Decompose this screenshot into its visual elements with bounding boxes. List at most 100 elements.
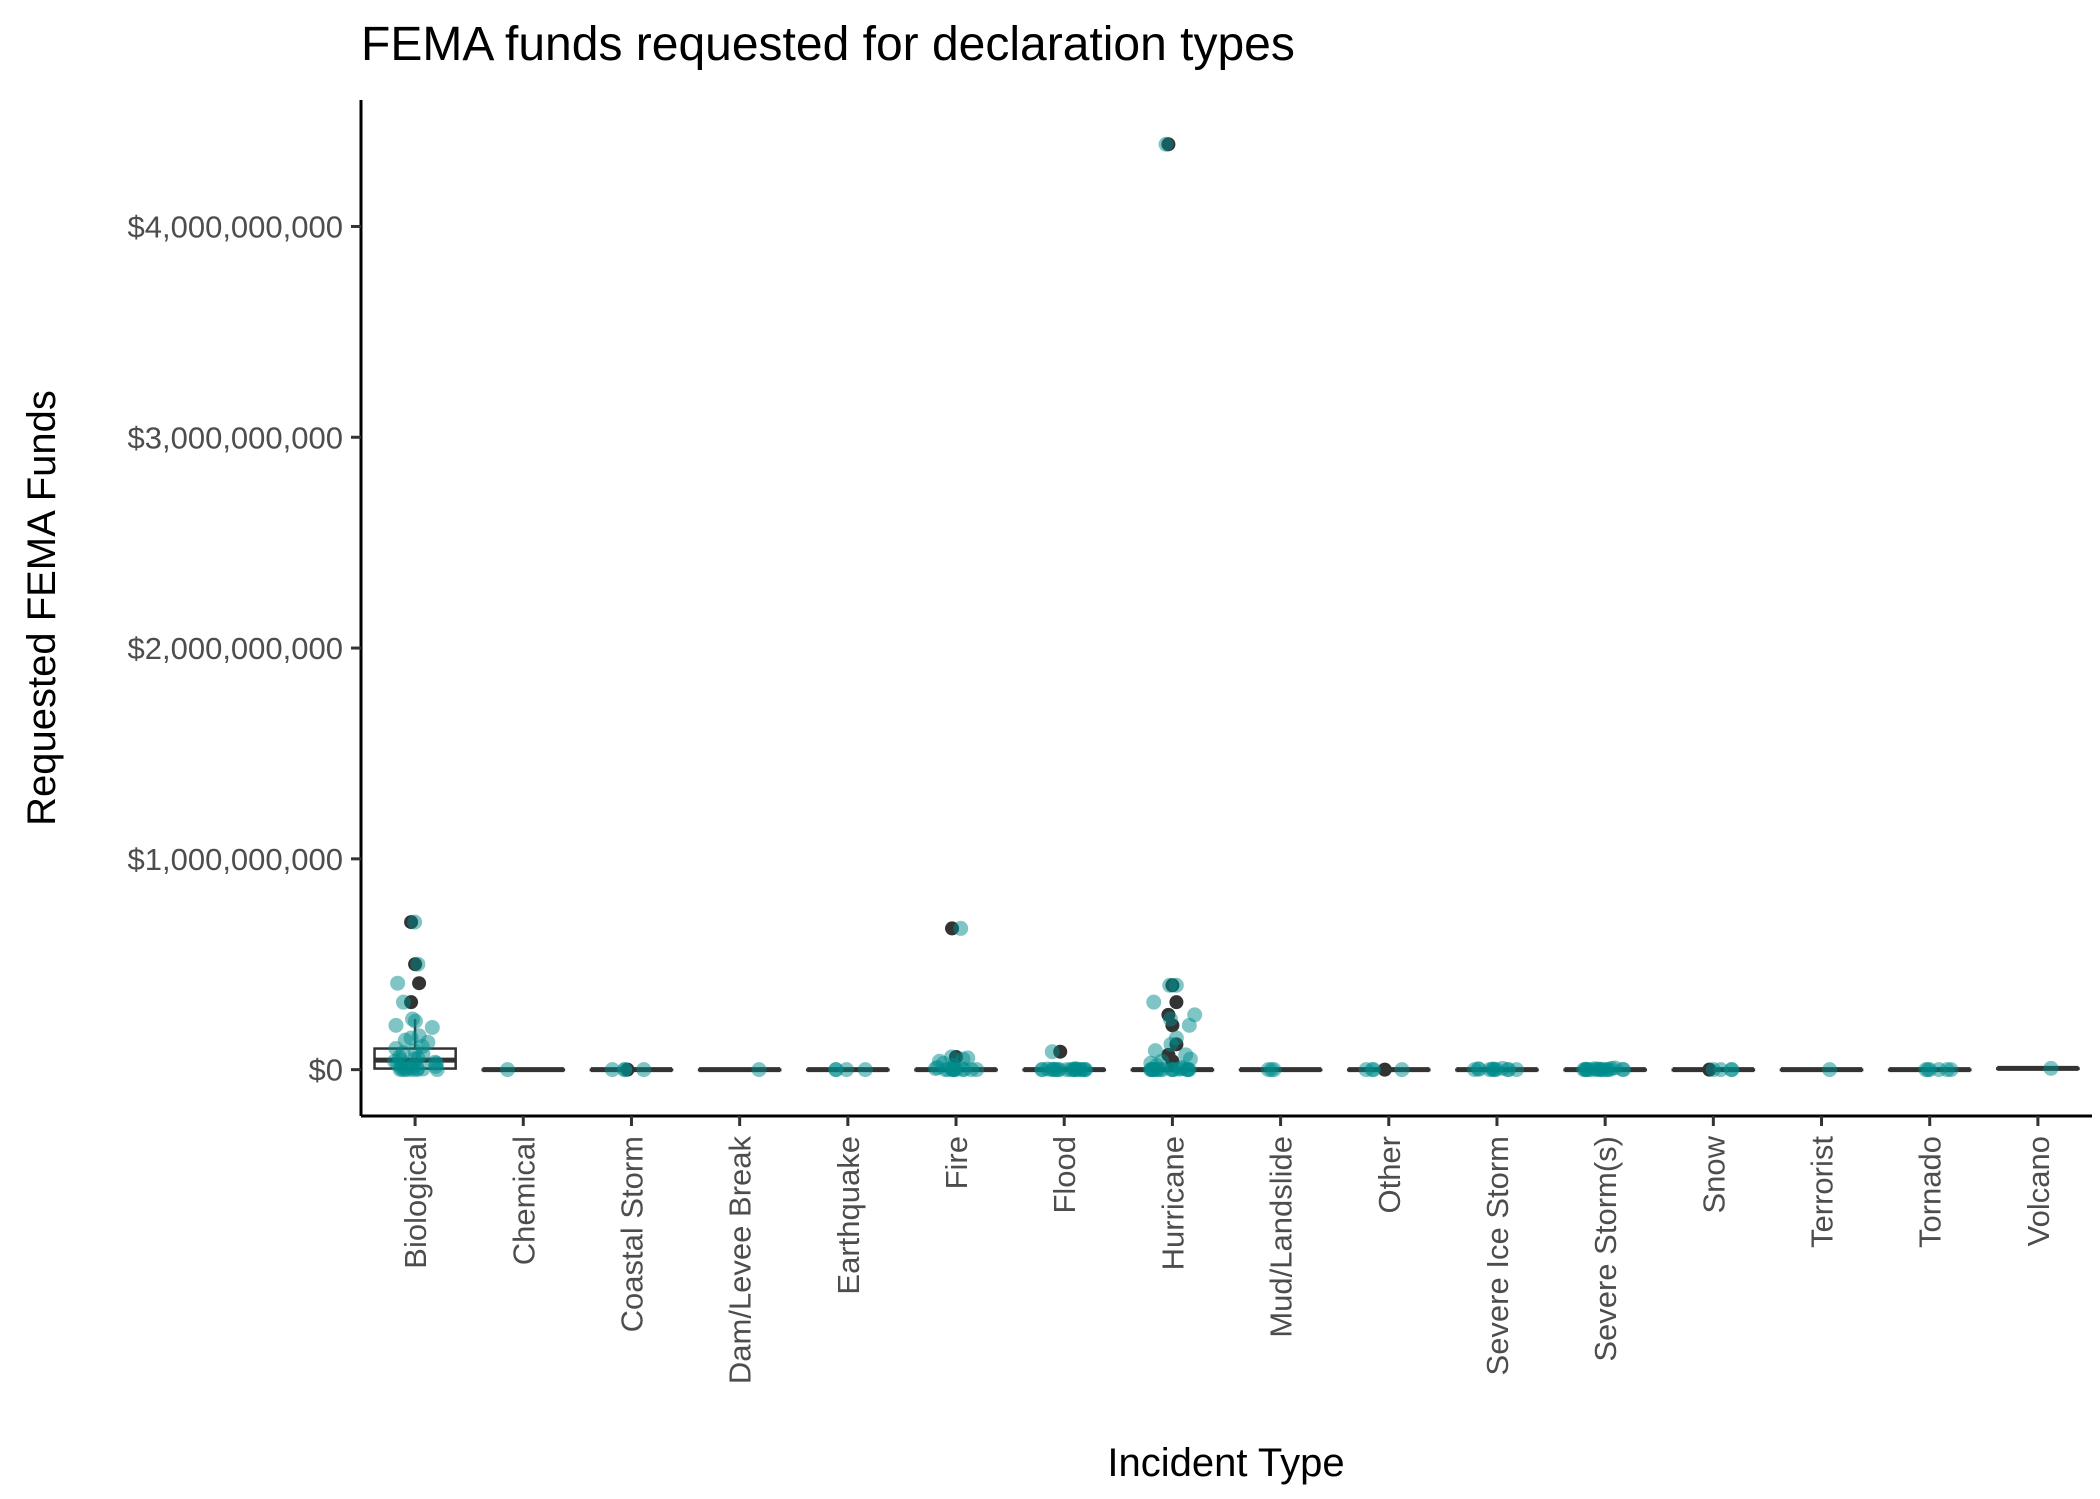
points-mud-landslide [1260, 1062, 1282, 1078]
y-tick-label: $3,000,000,000 [128, 420, 344, 455]
points-severe-storm-s- [1576, 1060, 1632, 1078]
box-dam-levee-break [697, 1067, 782, 1073]
data-point [1394, 1062, 1410, 1078]
x-axis-title: Incident Type [1107, 1441, 1344, 1485]
y-axis: $0 $1,000,000,000 $2,000,000,000 $3,000,000… [128, 209, 361, 1088]
outlier-point [412, 976, 427, 991]
data-point [1077, 1062, 1093, 1078]
x-tick-label: Volcano [2021, 1136, 2056, 1246]
data-point [1164, 1062, 1180, 1078]
data-point [1044, 1044, 1060, 1060]
x-tick-label: Terrorist [1805, 1136, 1840, 1248]
points-dam-levee-break [751, 1062, 767, 1078]
data-point [617, 1062, 633, 1078]
data-point [399, 1062, 415, 1078]
data-point [1146, 994, 1162, 1010]
data-point [1158, 136, 1174, 152]
data-point [1931, 1062, 1947, 1078]
points-chemical [500, 1062, 516, 1078]
x-tick-label: Other [1372, 1136, 1407, 1214]
points-hurricane [1143, 136, 1203, 1078]
data-point [636, 1062, 652, 1078]
data-point [857, 1062, 873, 1078]
data-point [937, 1062, 953, 1078]
data-point [751, 1062, 767, 1078]
box-terrorist [1779, 1067, 1864, 1073]
points-coastal-storm [604, 1062, 652, 1078]
x-tick-label: Snow [1696, 1135, 1731, 1213]
data-point [1180, 1062, 1196, 1078]
y-tick-label: $4,000,000,000 [128, 209, 344, 244]
plot-area [373, 136, 2080, 1078]
data-point [1616, 1062, 1632, 1078]
data-point [1034, 1062, 1050, 1078]
data-point [2043, 1060, 2059, 1076]
data-point [1594, 1062, 1610, 1078]
data-point [1509, 1062, 1525, 1078]
x-tick-label: Biological [398, 1136, 433, 1269]
x-tick-label: Chemical [506, 1136, 541, 1265]
box-chemical [481, 1067, 566, 1073]
x-axis: Biological Chemical Coastal Storm Dam/Levee… [398, 1116, 2056, 1384]
x-tick-label: Severe Ice Storm [1480, 1136, 1515, 1375]
data-point [839, 1062, 855, 1078]
data-point [1181, 1017, 1197, 1033]
y-tick-label: $0 [309, 1053, 343, 1088]
chart-title: FEMA funds requested for declaration typ… [361, 18, 1295, 71]
data-point [429, 1062, 445, 1078]
points-earthquake [828, 1062, 873, 1078]
data-point [388, 1017, 404, 1033]
data-point [410, 956, 426, 972]
data-point [953, 920, 969, 936]
x-tick-label: Earthquake [831, 1136, 866, 1295]
data-point [395, 994, 411, 1010]
box-hurricane [1130, 137, 1215, 1073]
x-tick-label: Severe Storm(s) [1588, 1136, 1623, 1362]
data-point [1263, 1062, 1279, 1078]
points-tornado [1918, 1062, 1959, 1078]
points-fire [927, 920, 985, 1078]
y-tick-label: $1,000,000,000 [128, 842, 344, 877]
data-point [1162, 977, 1178, 993]
data-point [604, 1062, 620, 1078]
data-point [500, 1062, 516, 1078]
data-point [1482, 1062, 1498, 1078]
outlier-point [1169, 995, 1184, 1010]
outlier-point [1377, 1062, 1392, 1077]
box-volcano [1996, 1065, 2080, 1071]
points-biological [387, 914, 445, 1078]
x-tick-label: Hurricane [1155, 1136, 1190, 1270]
data-point [1358, 1062, 1374, 1078]
data-point [1046, 1062, 1062, 1078]
data-point [828, 1062, 844, 1078]
data-point [1145, 1062, 1161, 1078]
x-tick-label: Coastal Storm [614, 1136, 649, 1332]
data-point [1162, 1011, 1178, 1027]
data-point [1724, 1062, 1740, 1078]
data-point [407, 1013, 423, 1029]
points-other [1358, 1062, 1410, 1078]
points-volcano [2043, 1060, 2059, 1076]
data-point [407, 914, 423, 930]
data-point [963, 1062, 979, 1078]
data-point [1822, 1062, 1838, 1078]
x-tick-label: Tornado [1913, 1136, 1948, 1248]
data-point [1467, 1062, 1483, 1078]
x-tick-label: Flood [1047, 1136, 1082, 1214]
x-tick-label: Mud/Landslide [1264, 1136, 1299, 1338]
data-point [1163, 1036, 1179, 1052]
y-axis-title: Requested FEMA Funds [20, 390, 64, 826]
data-point [390, 975, 406, 991]
data-point [424, 1019, 440, 1035]
y-tick-label: $2,000,000,000 [128, 631, 344, 666]
points-snow [1705, 1062, 1740, 1078]
points-terrorist [1822, 1062, 1838, 1078]
data-point [1705, 1062, 1721, 1078]
box-fire [914, 921, 998, 1073]
points-flood [1034, 1044, 1094, 1078]
data-point [1580, 1062, 1596, 1078]
x-tick-label: Dam/Levee Break [723, 1136, 758, 1385]
points-severe-ice-storm [1467, 1060, 1525, 1078]
x-tick-label: Fire [939, 1136, 974, 1189]
